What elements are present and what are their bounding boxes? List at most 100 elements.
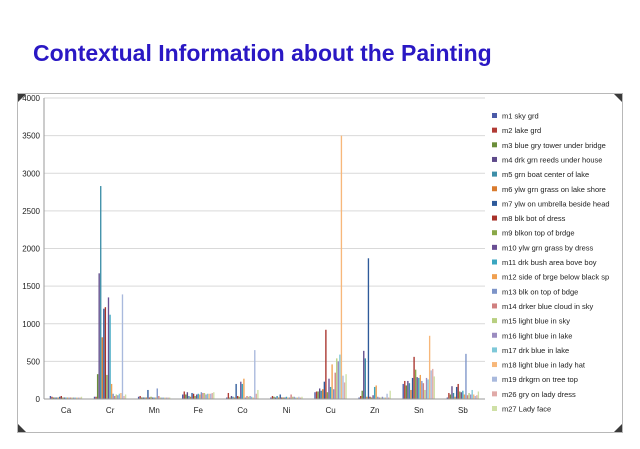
y-tick-label: 1500 bbox=[22, 282, 40, 291]
legend-swatch bbox=[492, 274, 497, 280]
bar bbox=[372, 395, 374, 399]
bar bbox=[107, 297, 110, 399]
legend-label: m2 lake grd bbox=[502, 126, 541, 135]
bar bbox=[322, 389, 324, 399]
bar bbox=[229, 397, 231, 399]
bar bbox=[452, 392, 455, 399]
bar bbox=[276, 395, 278, 399]
bar bbox=[295, 397, 297, 399]
bar bbox=[114, 395, 116, 399]
bar bbox=[273, 396, 275, 399]
bar bbox=[422, 383, 425, 399]
corner-handle-tl[interactable] bbox=[18, 94, 26, 102]
bar bbox=[471, 389, 473, 399]
x-tick-label: Sn bbox=[414, 406, 424, 415]
bar-chart: 0 500 1000 1500 2000 2500 3000 3500 4000 Ca Cr Mn F… bbox=[17, 93, 623, 433]
legend-label: m19 drkgrn on tree top bbox=[502, 375, 578, 384]
bar bbox=[468, 392, 470, 399]
bar bbox=[367, 258, 370, 399]
bar bbox=[151, 397, 154, 399]
selection-handles bbox=[18, 94, 622, 432]
bar bbox=[230, 395, 233, 399]
chart-frame: 0 500 1000 1500 2000 2500 3000 3500 4000 Ca Cr Mn F… bbox=[17, 93, 623, 433]
bar bbox=[192, 393, 195, 399]
bar bbox=[469, 394, 472, 399]
bar bbox=[185, 394, 187, 399]
bar bbox=[227, 392, 230, 399]
bar bbox=[109, 314, 111, 399]
bar bbox=[381, 396, 384, 399]
bar bbox=[100, 186, 102, 399]
bar bbox=[389, 390, 391, 399]
bar bbox=[203, 392, 206, 399]
x-tick-label: Fe bbox=[194, 406, 204, 415]
legend-swatch bbox=[492, 244, 497, 250]
legend-swatch bbox=[492, 406, 497, 411]
bar bbox=[430, 370, 432, 399]
bar bbox=[96, 374, 99, 399]
bar bbox=[49, 395, 52, 399]
x-tick-label: Cr bbox=[106, 406, 115, 415]
bar bbox=[326, 392, 329, 399]
bar bbox=[359, 395, 362, 399]
legend-label: m10 ylw grn grass by dress bbox=[502, 243, 594, 252]
bar bbox=[421, 380, 423, 399]
bar bbox=[189, 396, 192, 399]
bar bbox=[448, 392, 450, 399]
bar bbox=[169, 397, 171, 399]
bar bbox=[270, 397, 272, 399]
bar bbox=[281, 397, 283, 399]
x-tick-label: Ca bbox=[61, 406, 72, 415]
bar bbox=[112, 393, 114, 399]
bar bbox=[345, 374, 347, 399]
bar bbox=[416, 377, 418, 399]
legend-swatch bbox=[492, 215, 497, 221]
bar bbox=[343, 382, 346, 399]
bar bbox=[208, 393, 210, 399]
bar bbox=[104, 307, 107, 399]
bar bbox=[77, 397, 80, 399]
bar bbox=[274, 397, 277, 399]
bar bbox=[284, 397, 286, 399]
bar bbox=[380, 397, 382, 399]
bar bbox=[282, 397, 285, 399]
bar bbox=[473, 394, 475, 399]
bar bbox=[232, 396, 234, 399]
bar bbox=[211, 392, 213, 399]
bar bbox=[117, 395, 119, 399]
corner-handle-bl[interactable] bbox=[18, 424, 26, 432]
bar bbox=[118, 393, 121, 399]
bar bbox=[331, 364, 333, 399]
bar bbox=[66, 397, 69, 399]
bar bbox=[233, 397, 236, 399]
legend-swatch bbox=[492, 288, 497, 294]
legend-swatch bbox=[492, 332, 497, 338]
bar bbox=[387, 397, 390, 399]
bar bbox=[79, 397, 81, 399]
bar bbox=[364, 358, 366, 399]
bar bbox=[106, 374, 108, 399]
bar bbox=[425, 377, 428, 399]
legend-swatch bbox=[492, 127, 497, 133]
bar bbox=[148, 397, 151, 399]
bar bbox=[249, 395, 251, 399]
bar bbox=[121, 294, 124, 399]
bar bbox=[460, 392, 462, 399]
bar bbox=[251, 396, 253, 399]
bar bbox=[183, 391, 185, 399]
bar bbox=[51, 396, 53, 399]
bar bbox=[408, 383, 411, 399]
bar bbox=[120, 392, 122, 399]
x-tick-label: Co bbox=[237, 406, 248, 415]
bar bbox=[293, 396, 295, 399]
legend-swatch bbox=[492, 259, 497, 265]
bar bbox=[383, 397, 385, 399]
legend-swatch bbox=[492, 303, 497, 309]
legend-label: m11 drk bush area bove boy bbox=[502, 258, 597, 267]
bar bbox=[252, 397, 254, 399]
bar bbox=[386, 393, 388, 399]
corner-handle-br[interactable] bbox=[614, 424, 622, 432]
corner-handle-tr[interactable] bbox=[614, 94, 622, 102]
legend-label: m17 drk blue in lake bbox=[502, 346, 569, 355]
bar bbox=[59, 396, 61, 399]
